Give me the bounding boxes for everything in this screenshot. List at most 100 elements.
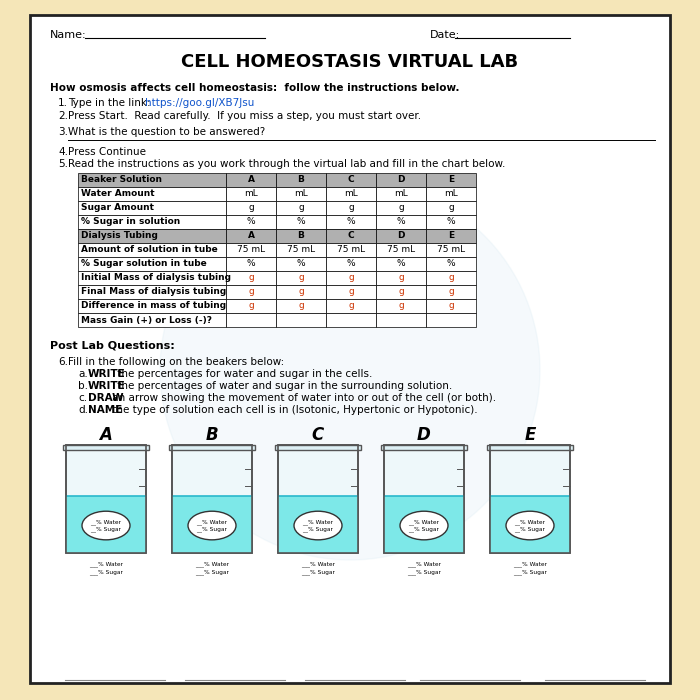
- Text: C: C: [312, 426, 324, 444]
- Text: A: A: [248, 176, 255, 185]
- Bar: [376, 313, 426, 327]
- Text: g: g: [348, 204, 354, 213]
- Text: E: E: [448, 232, 454, 241]
- Text: %: %: [447, 260, 455, 269]
- Text: B: B: [298, 232, 304, 241]
- Text: ___% Water: ___% Water: [301, 561, 335, 567]
- Ellipse shape: [294, 511, 342, 540]
- Text: __% Water: __% Water: [514, 519, 545, 526]
- Text: 2.: 2.: [58, 111, 68, 121]
- Bar: [490, 445, 570, 553]
- Bar: [326, 229, 376, 243]
- Text: __% Water: __% Water: [302, 519, 333, 526]
- Bar: [326, 271, 376, 285]
- Text: D: D: [398, 176, 405, 185]
- Text: Mass Gain (+) or Loss (-)?: Mass Gain (+) or Loss (-)?: [81, 316, 212, 325]
- Text: Fill in the following on the beakers below:: Fill in the following on the beakers bel…: [68, 357, 284, 367]
- Bar: [490, 496, 570, 553]
- Bar: [376, 173, 426, 187]
- Bar: [78, 173, 226, 187]
- Bar: [78, 215, 226, 229]
- Text: g: g: [448, 288, 454, 297]
- Bar: [384, 445, 464, 553]
- Bar: [426, 215, 476, 229]
- Text: B: B: [298, 176, 304, 185]
- Bar: [376, 271, 426, 285]
- Text: %: %: [397, 218, 405, 227]
- Bar: [78, 313, 226, 327]
- Text: Press Continue: Press Continue: [68, 147, 146, 157]
- Text: __% Sugar: __% Sugar: [302, 526, 333, 533]
- Bar: [326, 215, 376, 229]
- Ellipse shape: [400, 511, 448, 540]
- Text: ___% Water: ___% Water: [407, 561, 441, 567]
- Bar: [226, 173, 276, 187]
- Text: NAME: NAME: [88, 405, 122, 415]
- Text: mL: mL: [344, 190, 358, 199]
- Text: What is the question to be answered?: What is the question to be answered?: [68, 127, 265, 137]
- Bar: [376, 243, 426, 257]
- Bar: [381, 445, 467, 450]
- Text: ___% Sugar: ___% Sugar: [195, 569, 229, 575]
- Circle shape: [160, 180, 540, 560]
- Text: https://goo.gl/XB7Jsu: https://goo.gl/XB7Jsu: [145, 98, 254, 108]
- Bar: [426, 173, 476, 187]
- Bar: [276, 243, 326, 257]
- Text: mL: mL: [444, 190, 458, 199]
- Text: ___% Sugar: ___% Sugar: [407, 569, 441, 575]
- Text: %: %: [297, 218, 305, 227]
- Bar: [276, 187, 326, 201]
- Bar: [276, 201, 326, 215]
- Bar: [426, 243, 476, 257]
- Bar: [326, 257, 376, 271]
- Bar: [376, 299, 426, 313]
- Text: %: %: [246, 260, 256, 269]
- Bar: [226, 229, 276, 243]
- Text: 75 mL: 75 mL: [387, 246, 415, 255]
- Text: Post Lab Questions:: Post Lab Questions:: [50, 341, 175, 351]
- Text: the type of solution each cell is in (Isotonic, Hypertonic or Hypotonic).: the type of solution each cell is in (Is…: [108, 405, 477, 415]
- Text: g: g: [448, 274, 454, 283]
- Text: %: %: [297, 260, 305, 269]
- Text: __% Water: __% Water: [90, 519, 122, 526]
- Bar: [78, 229, 226, 243]
- Text: c.: c.: [78, 393, 87, 403]
- Text: g: g: [348, 274, 354, 283]
- Bar: [226, 215, 276, 229]
- Text: %: %: [246, 218, 256, 227]
- Bar: [426, 299, 476, 313]
- Bar: [426, 285, 476, 299]
- Bar: [226, 187, 276, 201]
- Text: g: g: [398, 302, 404, 311]
- Text: g: g: [448, 204, 454, 213]
- Text: 75 mL: 75 mL: [437, 246, 465, 255]
- Text: % Sugar solution in tube: % Sugar solution in tube: [81, 260, 206, 269]
- Text: __% Water: __% Water: [409, 519, 440, 526]
- Text: 3.: 3.: [58, 127, 68, 137]
- Bar: [169, 445, 255, 450]
- Ellipse shape: [506, 511, 554, 540]
- Bar: [226, 313, 276, 327]
- Bar: [376, 187, 426, 201]
- Bar: [326, 243, 376, 257]
- Ellipse shape: [82, 511, 130, 540]
- Bar: [276, 173, 326, 187]
- Text: Final Mass of dialysis tubing: Final Mass of dialysis tubing: [81, 288, 226, 297]
- Text: E: E: [448, 176, 454, 185]
- Bar: [376, 215, 426, 229]
- Text: g: g: [248, 274, 254, 283]
- Text: ___% Sugar: ___% Sugar: [89, 569, 123, 575]
- Text: ___% Water: ___% Water: [89, 561, 123, 567]
- Bar: [326, 173, 376, 187]
- Bar: [326, 299, 376, 313]
- Text: Type in the link:: Type in the link:: [68, 98, 157, 108]
- Text: g: g: [448, 302, 454, 311]
- Bar: [78, 299, 226, 313]
- Text: 4.: 4.: [58, 147, 68, 157]
- Text: ___% Water: ___% Water: [195, 561, 229, 567]
- Text: A: A: [248, 232, 255, 241]
- Text: __% Sugar: __% Sugar: [197, 526, 228, 533]
- Text: C: C: [348, 232, 354, 241]
- Text: C: C: [348, 176, 354, 185]
- Bar: [66, 445, 146, 553]
